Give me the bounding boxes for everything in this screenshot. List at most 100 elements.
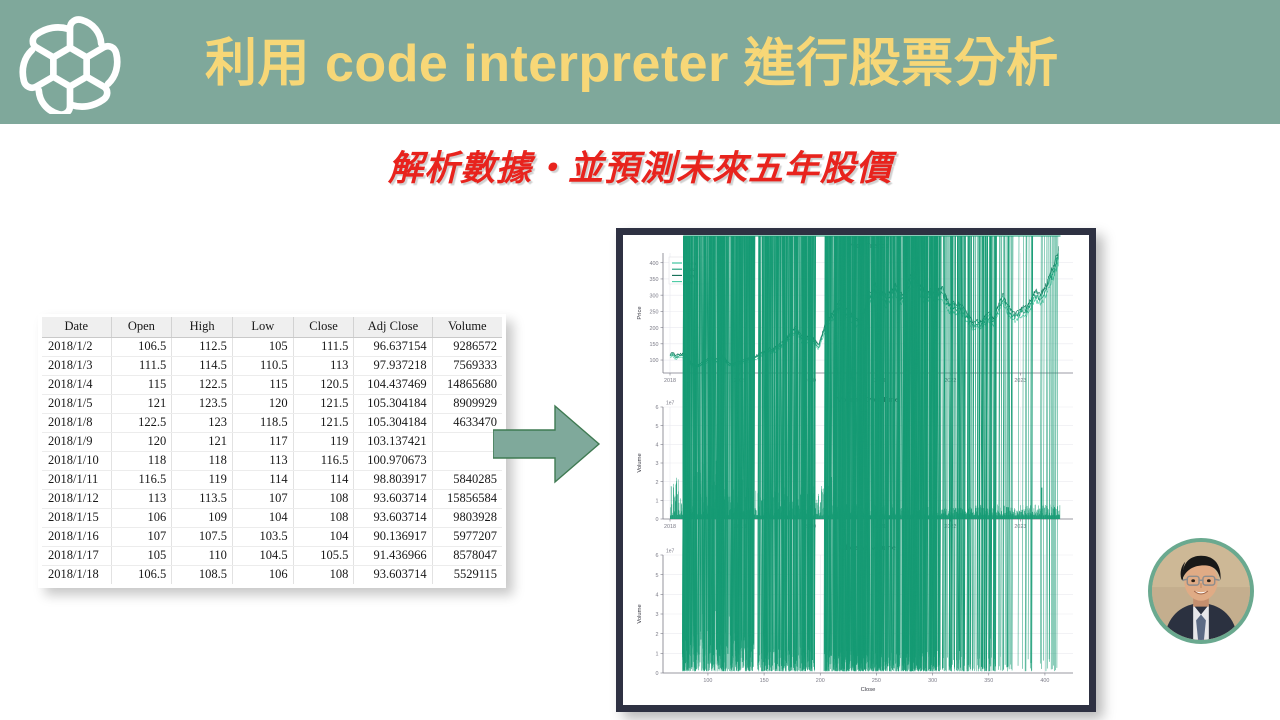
- cell-date: 2018/1/12: [42, 489, 112, 509]
- cell-open: 106.5: [111, 337, 173, 357]
- cell-open: 106: [111, 508, 173, 528]
- svg-text:6: 6: [656, 405, 659, 411]
- cell-date: 2018/1/18: [42, 565, 112, 584]
- svg-text:300: 300: [928, 678, 937, 684]
- column-header-open: Open: [111, 317, 173, 338]
- cell-adj-close: 100.970673: [353, 451, 433, 471]
- table-row: 2018/1/3 111.5 114.5 110.5 113 97.937218 75693…: [42, 356, 502, 376]
- svg-text:2018: 2018: [664, 378, 676, 384]
- cell-high: 121: [171, 432, 233, 452]
- svg-text:200: 200: [816, 678, 825, 684]
- cell-low: 104.5: [232, 546, 294, 566]
- svg-text:100: 100: [703, 678, 712, 684]
- stock-data-table: Date Open High Low Close Adj Close Volum…: [42, 317, 502, 584]
- cell-volume: 8578047: [432, 546, 502, 566]
- cell-date: 2018/1/15: [42, 508, 112, 528]
- cell-low: 105: [232, 337, 294, 357]
- page-subtitle: 解析數據‧並預測未來五年股價: [387, 149, 892, 188]
- cell-adj-close: 90.136917: [353, 527, 433, 547]
- cell-close: 121.5: [293, 413, 355, 433]
- cell-high: 123: [171, 413, 233, 433]
- cell-volume: 9803928: [432, 508, 502, 528]
- table-row: 2018/1/18 106.5 108.5 106 108 93.603714 552911…: [42, 565, 502, 584]
- svg-text:4: 4: [656, 443, 659, 449]
- cell-low: 120: [232, 394, 294, 414]
- cell-high: 110: [171, 546, 233, 566]
- cell-low: 114: [232, 470, 294, 490]
- cell-date: 2018/1/2: [42, 337, 112, 357]
- stock-data-table-card: Date Open High Low Close Adj Close Volum…: [38, 314, 506, 588]
- svg-text:2022: 2022: [944, 524, 956, 530]
- cell-open: 116.5: [111, 470, 173, 490]
- svg-text:0: 0: [656, 671, 659, 677]
- cell-low: 104: [232, 508, 294, 528]
- svg-text:2018: 2018: [664, 524, 676, 530]
- svg-text:2023: 2023: [1014, 378, 1026, 384]
- cell-adj-close: 93.603714: [353, 565, 433, 584]
- cell-close: 108: [293, 508, 355, 528]
- cell-adj-close: 104.437469: [353, 375, 433, 395]
- svg-text:2023: 2023: [1014, 524, 1026, 530]
- svg-text:300: 300: [650, 293, 659, 299]
- cell-date: 2018/1/9: [42, 432, 112, 452]
- cell-volume: [432, 451, 502, 471]
- table-row: 2018/1/2 106.5 112.5 105 111.5 96.637154 92865…: [42, 337, 502, 357]
- svg-text:0: 0: [656, 517, 659, 523]
- svg-text:200: 200: [650, 326, 659, 332]
- table-row: 2018/1/8 122.5 123 118.5 121.5 105.304184 4633…: [42, 413, 502, 433]
- svg-text:350: 350: [650, 277, 659, 283]
- svg-text:1: 1: [656, 652, 659, 658]
- cell-volume: 5840285: [432, 470, 502, 490]
- cell-volume: 8909929: [432, 394, 502, 414]
- column-header-close: Close: [293, 317, 355, 338]
- cell-volume: 9286572: [432, 337, 502, 357]
- column-header-low: Low: [232, 317, 294, 338]
- svg-text:2: 2: [656, 632, 659, 638]
- header-band: 利用 code interpreter 進行股票分析: [0, 0, 1280, 124]
- right-arrow-icon: [492, 398, 601, 490]
- column-header-high: High: [171, 317, 233, 338]
- svg-text:250: 250: [872, 678, 881, 684]
- chart-canvas: Price Trends 100 150 200 250 300 350 400 2018 201…: [623, 235, 1089, 705]
- cell-volume: 5977207: [432, 527, 502, 547]
- cell-volume: 14865680: [432, 375, 502, 395]
- cell-low: 107: [232, 489, 294, 509]
- cell-close: 108: [293, 565, 355, 584]
- svg-text:4: 4: [656, 593, 659, 599]
- cell-volume: 7569333: [432, 356, 502, 376]
- cell-high: 109: [171, 508, 233, 528]
- svg-text:1: 1: [656, 499, 659, 505]
- cell-adj-close: 103.137421: [353, 432, 433, 452]
- svg-text:5: 5: [656, 424, 659, 430]
- cell-close: 120.5: [293, 375, 355, 395]
- cell-close: 116.5: [293, 451, 355, 471]
- svg-text:350: 350: [984, 678, 993, 684]
- svg-text:150: 150: [650, 342, 659, 348]
- svg-text:1e7: 1e7: [666, 401, 675, 407]
- cell-adj-close: 93.603714: [353, 508, 433, 528]
- table-row: 2018/1/10 118 118 113 116.5 100.970673: [42, 451, 502, 471]
- cell-close: 119: [293, 432, 355, 452]
- cell-low: 103.5: [232, 527, 294, 547]
- cell-adj-close: 96.637154: [353, 337, 433, 357]
- column-header-date: Date: [42, 317, 112, 338]
- svg-text:100: 100: [650, 358, 659, 364]
- cell-high: 118: [171, 451, 233, 471]
- table-row: 2018/1/11 116.5 119 114 114 98.803917 5840285: [42, 470, 502, 490]
- column-header-volume: Volume: [432, 317, 502, 338]
- cell-date: 2018/1/17: [42, 546, 112, 566]
- cell-close: 113: [293, 356, 355, 376]
- cell-open: 120: [111, 432, 173, 452]
- cell-open: 111.5: [111, 356, 173, 376]
- cell-low: 118.5: [232, 413, 294, 433]
- page-title: 利用 code interpreter 進行股票分析: [205, 35, 1059, 93]
- cell-open: 122.5: [111, 413, 173, 433]
- svg-text:6: 6: [656, 553, 659, 559]
- cell-date: 2018/1/10: [42, 451, 112, 471]
- svg-text:Price: Price: [637, 306, 643, 319]
- svg-text:3: 3: [656, 612, 659, 618]
- cell-close: 104: [293, 527, 355, 547]
- cell-high: 122.5: [171, 375, 233, 395]
- cell-open: 105: [111, 546, 173, 566]
- table-header-row: Date Open High Low Close Adj Close Volum…: [42, 317, 502, 338]
